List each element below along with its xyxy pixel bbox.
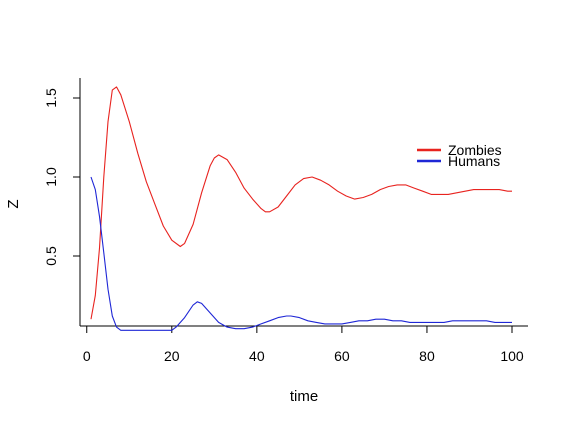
x-tick-label: 40 bbox=[249, 348, 265, 364]
x-tick-label: 60 bbox=[334, 348, 350, 364]
series-line-zombies bbox=[90, 86, 512, 320]
plot-area: 0 20 40 60 80 100 0.5 1.0 1.5 bbox=[43, 78, 528, 364]
x-tick-label: 20 bbox=[164, 348, 180, 364]
y-tick-label: 1.0 bbox=[43, 167, 59, 187]
y-axis-title: Z bbox=[5, 199, 22, 208]
series-layer bbox=[90, 86, 512, 331]
x-ticks: 0 20 40 60 80 100 bbox=[83, 326, 524, 364]
series-line-humans bbox=[90, 176, 512, 331]
y-ticks: 0.5 1.0 1.5 bbox=[43, 88, 80, 266]
y-tick-label: 0.5 bbox=[43, 246, 59, 266]
y-tick-label: 1.5 bbox=[43, 88, 59, 108]
x-axis-title: time bbox=[290, 388, 318, 405]
x-tick-label: 80 bbox=[419, 348, 435, 364]
legend-label-humans: Humans bbox=[448, 153, 500, 169]
legend-label-zombies: Zombies bbox=[448, 142, 502, 158]
x-tick-label: 0 bbox=[83, 348, 91, 364]
x-tick-label: 100 bbox=[500, 348, 524, 364]
